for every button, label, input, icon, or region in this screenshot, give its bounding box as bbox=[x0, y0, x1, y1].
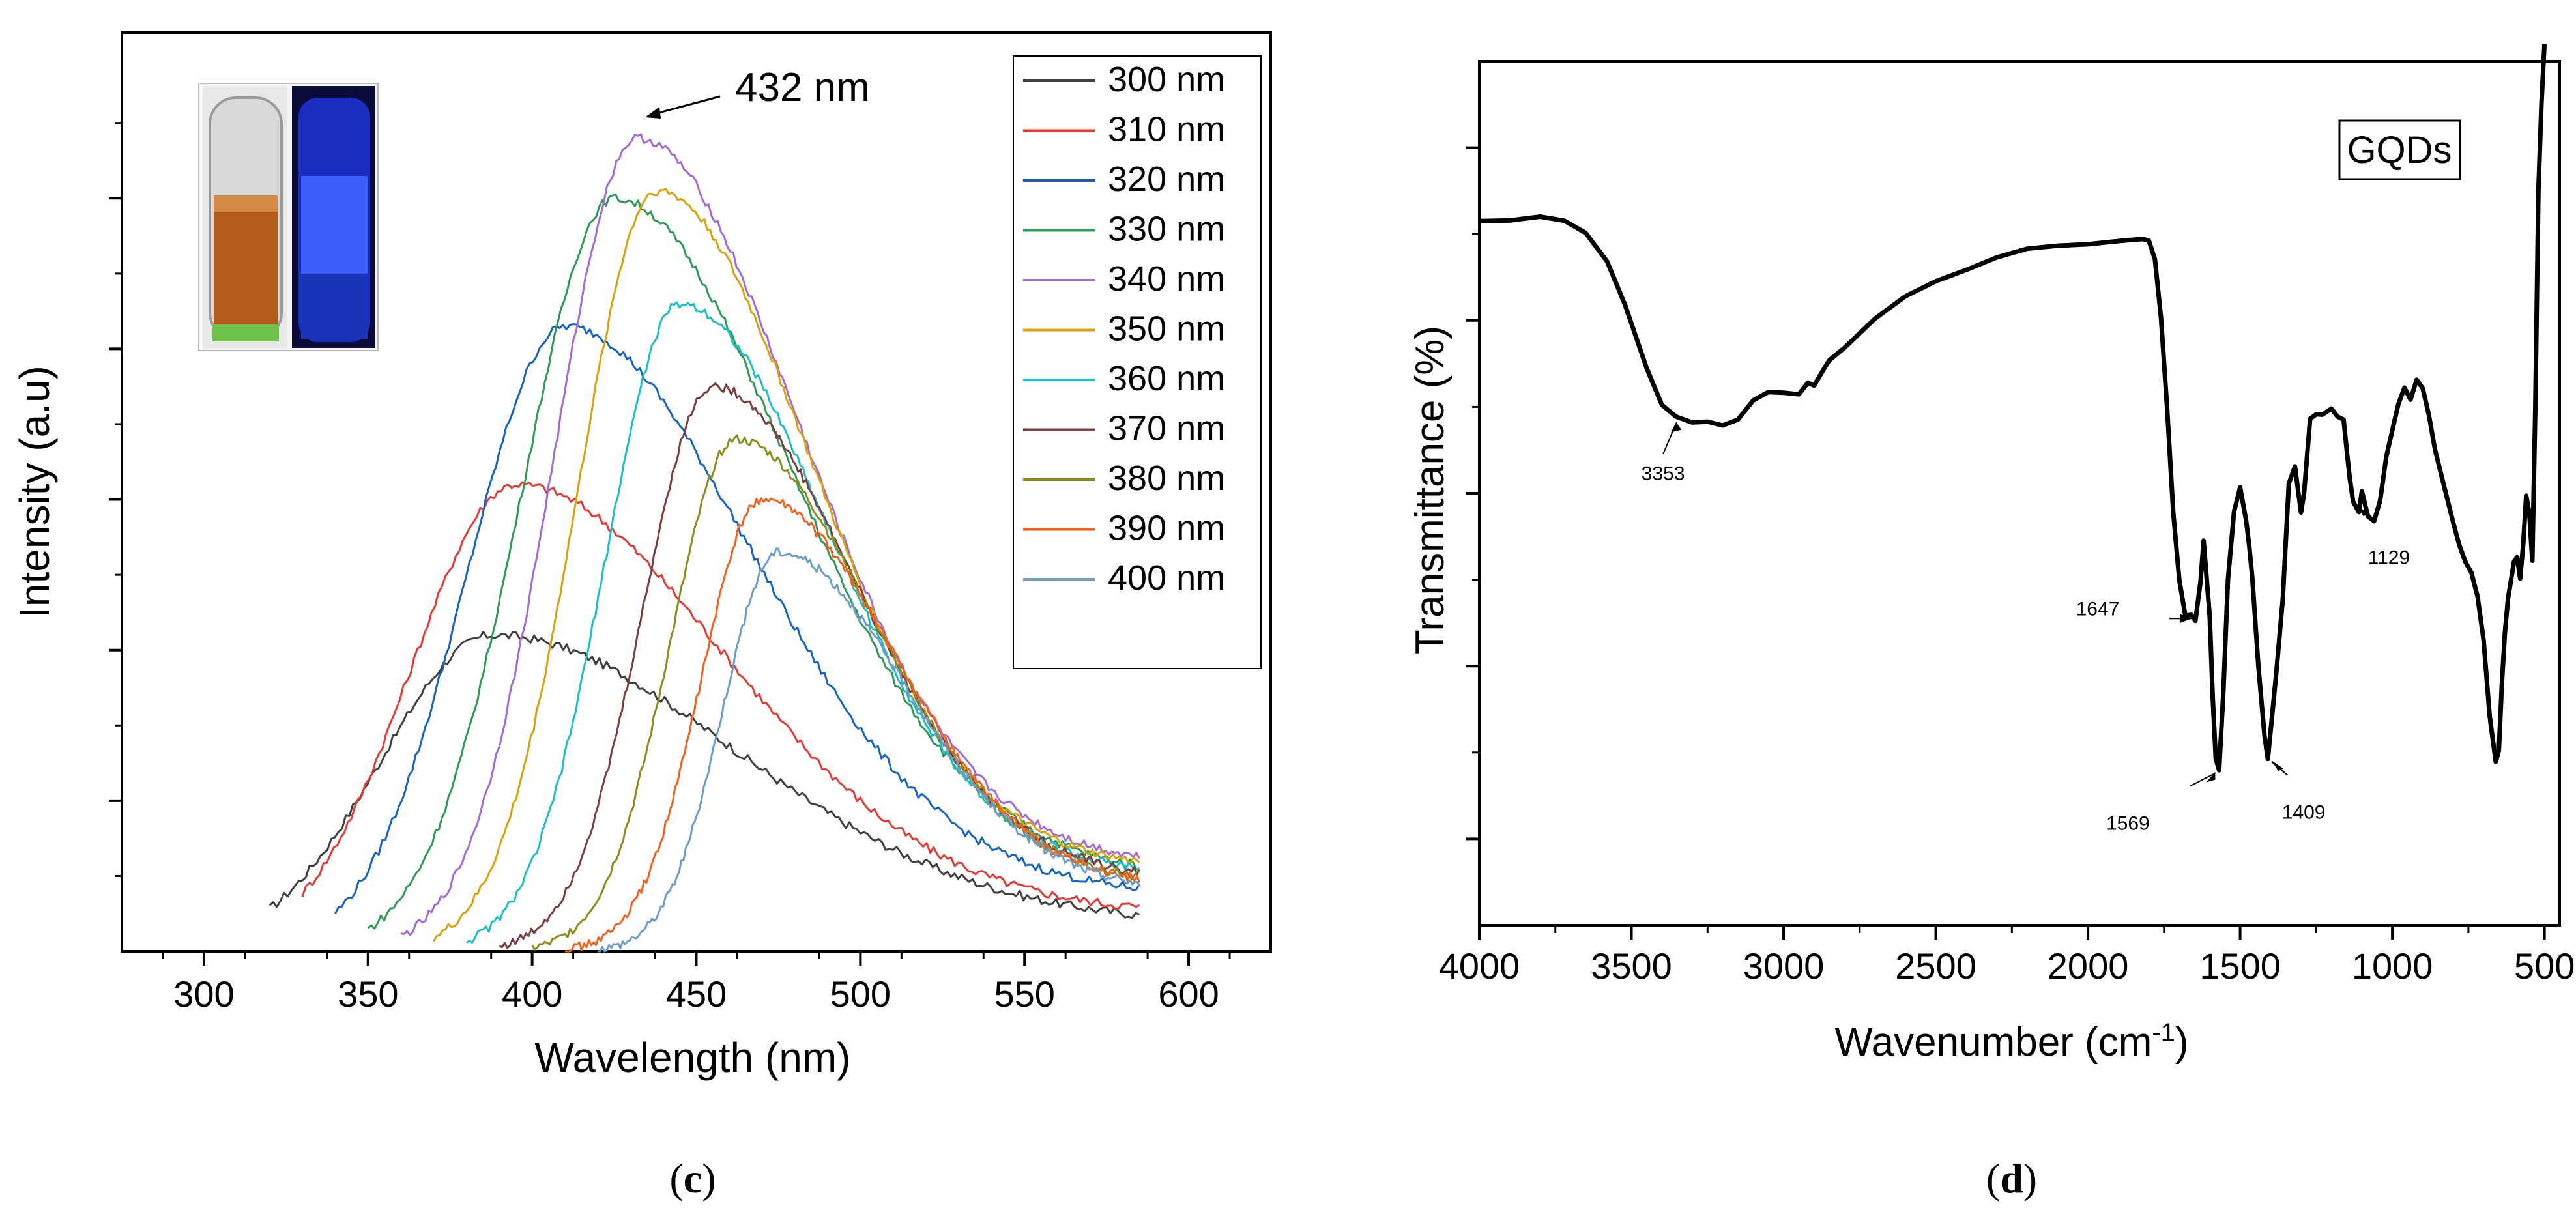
uv-vial-fluorescence bbox=[301, 176, 368, 274]
peak-arrowhead bbox=[2356, 506, 2369, 517]
peak-annotation-arrow-line bbox=[651, 95, 721, 116]
c-x-tick-label: 300 bbox=[173, 973, 234, 1015]
legend-label: 380 nm bbox=[1108, 459, 1225, 498]
legend-label: 330 nm bbox=[1108, 210, 1225, 249]
d-x-tick-label: 3000 bbox=[1743, 945, 1825, 987]
peak-arrowhead bbox=[2179, 614, 2192, 624]
series-310-nm bbox=[301, 481, 1140, 910]
c-x-tick-label: 350 bbox=[338, 973, 398, 1015]
daylight-vial-meniscus bbox=[214, 195, 278, 212]
peak-arrowhead bbox=[1671, 422, 1682, 433]
panel-d-peak-annotations: 3353 1647 1569 1409 1129 bbox=[1642, 422, 2410, 835]
legend-label: 360 nm bbox=[1108, 359, 1225, 398]
c-x-tick-label: 600 bbox=[1158, 973, 1219, 1015]
legend-label: 340 nm bbox=[1108, 259, 1225, 298]
series-370-nm bbox=[499, 382, 1140, 949]
panel-d-x-axis-label-exponent: -1 bbox=[2152, 1018, 2175, 1047]
peak-label-3353: 3353 bbox=[1642, 463, 1685, 485]
peak-arrowhead bbox=[2206, 771, 2216, 783]
panel-d-y-axis-label: Transmittance (%) bbox=[1408, 326, 1453, 654]
daylight-vial-cap bbox=[212, 324, 279, 341]
legend-label: 400 nm bbox=[1108, 558, 1225, 598]
legend-box bbox=[1013, 55, 1262, 669]
peak-arrow bbox=[2189, 772, 2216, 787]
series-340-nm bbox=[400, 133, 1140, 936]
panel-d-x-axis-label: Wavenumber (cm-1) bbox=[1834, 1018, 2188, 1065]
peak-annotation-arrowhead bbox=[645, 107, 661, 119]
legend-label: 320 nm bbox=[1108, 160, 1225, 199]
series-400-nm bbox=[598, 547, 1140, 953]
panel-d-x-axis-label-main: Wavenumber (cm bbox=[1834, 1020, 2152, 1065]
c-x-tick-label: 400 bbox=[502, 973, 562, 1015]
peak-annotation-label: 432 nm bbox=[735, 65, 870, 110]
panel-d-series bbox=[1479, 44, 2547, 773]
d-x-tick-label: 3500 bbox=[1591, 945, 1672, 987]
series-350-nm bbox=[433, 188, 1140, 942]
peak-arrowhead bbox=[2272, 760, 2284, 771]
panel-c-legend: 300 nm 310 nm 320 nm 330 nm 340 nm 350 nm 360 … bbox=[1013, 55, 1262, 669]
peak-label-1647: 1647 bbox=[2076, 598, 2120, 620]
series-330-nm bbox=[367, 194, 1140, 930]
uv-vial-lower bbox=[301, 274, 368, 339]
legend-label: 390 nm bbox=[1108, 509, 1225, 548]
d-x-tick-label: 1000 bbox=[2352, 945, 2433, 987]
peak-label-1129: 1129 bbox=[2368, 547, 2410, 568]
gqds-label-box: GQDs bbox=[2338, 119, 2461, 180]
series-320-nm bbox=[334, 323, 1140, 914]
peak-label-1569: 1569 bbox=[2106, 813, 2150, 835]
panel-d-ticks: 4000 3500 3000 2500 2000 1500 1000 500 bbox=[1439, 146, 2575, 987]
c-x-tick-label: 450 bbox=[666, 973, 727, 1015]
c-x-tick-label: 550 bbox=[994, 973, 1054, 1015]
d-x-tick-label: 4000 bbox=[1439, 945, 1520, 987]
panel-d-x-axis-label-close: ) bbox=[2175, 1020, 2189, 1065]
legend-label: 300 nm bbox=[1108, 60, 1225, 99]
panel-c-x-axis-label: Wavelength (nm) bbox=[535, 1034, 851, 1081]
panel-c-ticks: 300 350 400 450 500 550 600 bbox=[109, 122, 1231, 1015]
d-x-tick-label: 2000 bbox=[2048, 945, 2129, 987]
d-x-tick-label: 500 bbox=[2514, 945, 2575, 987]
gqds-label: GQDs bbox=[2347, 129, 2452, 171]
d-x-tick-label: 2500 bbox=[1895, 945, 1976, 987]
ftir-spectrum bbox=[1479, 44, 2547, 773]
panel-d-caption: (d) bbox=[1986, 1155, 2037, 1202]
peak-label-1409: 1409 bbox=[2282, 801, 2326, 823]
d-x-tick-label: 1500 bbox=[2199, 945, 2281, 987]
panel-c-caption-letter: c bbox=[684, 1155, 702, 1202]
peak-annotation: 432 nm bbox=[645, 65, 870, 119]
legend-label: 350 nm bbox=[1108, 310, 1225, 349]
ftir-panel: 4000 3500 3000 2500 2000 1500 1000 500 3353 1647… bbox=[1408, 44, 2575, 1202]
emission-spectra-panel: 300 350 400 450 500 550 600 300 nm 310 nm 320 nm… bbox=[11, 31, 1272, 1202]
legend-label: 370 nm bbox=[1108, 409, 1225, 448]
series-300-nm bbox=[268, 631, 1140, 919]
vials-photo-inset bbox=[198, 83, 379, 351]
panel-c-y-axis-label: Intensity (a.u) bbox=[11, 366, 58, 618]
daylight-vial-solution bbox=[214, 195, 278, 326]
panel-d-caption-letter: d bbox=[2000, 1155, 2023, 1202]
panel-c-series bbox=[268, 133, 1140, 953]
panel-c-caption: (c) bbox=[669, 1155, 716, 1202]
legend-label: 310 nm bbox=[1108, 110, 1225, 149]
c-x-tick-label: 500 bbox=[830, 973, 891, 1015]
panel-d-plot-frame bbox=[1478, 60, 2561, 927]
gqds-label-frame bbox=[2338, 119, 2461, 180]
